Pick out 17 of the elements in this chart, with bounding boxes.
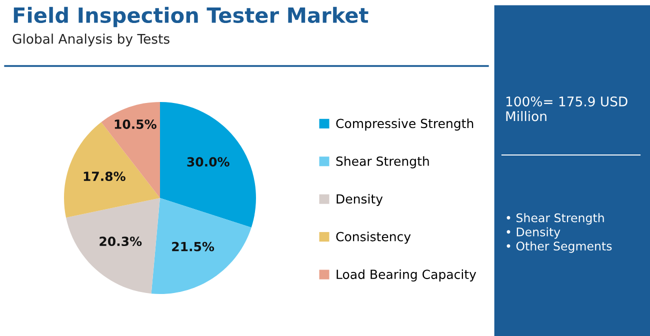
- legend-label: Consistency: [336, 232, 411, 244]
- legend-label: Density: [336, 194, 383, 206]
- chart-title: Field Inspection Tester Market: [14, 6, 368, 28]
- data-label: 30.0%: [187, 157, 230, 167]
- pie-slice: [151, 198, 252, 294]
- data-label: 20.3%: [100, 236, 142, 246]
- pie-slice: [66, 198, 160, 294]
- data-label: 10.5%: [114, 120, 156, 129]
- data-label: 21.5%: [172, 242, 214, 252]
- text: • Shear Strength • Density • Other Segments: [506, 213, 612, 253]
- legend-label: Load Bearing Capacity: [336, 269, 476, 282]
- pie-slice: [160, 102, 256, 228]
- legend-label: Shear Strength: [336, 156, 429, 168]
- legend-label: Compressive Strength: [336, 118, 474, 131]
- data-label: 17.8%: [84, 172, 126, 182]
- chart-subtitle: Global Analysis by Tests: [12, 34, 170, 46]
- text: 100%= 175.9 USD Million: [506, 96, 628, 122]
